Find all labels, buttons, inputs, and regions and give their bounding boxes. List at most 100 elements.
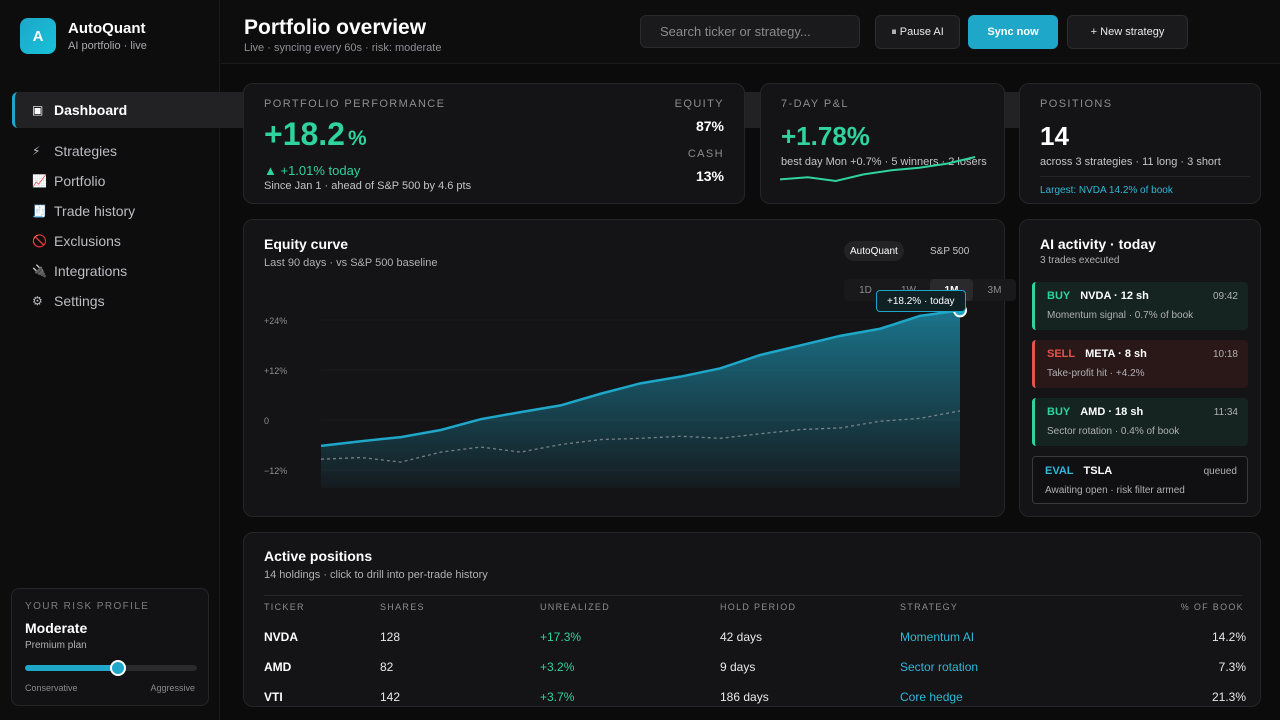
risk-slider-thumb[interactable] [109, 660, 126, 676]
portfolio-icon: 📈 [32, 174, 47, 188]
app-name: AutoQuant [68, 20, 146, 37]
performance-value: +18.2% [264, 116, 367, 153]
table-cell-ticker: NVDA [264, 630, 299, 644]
table-divider [264, 595, 1242, 596]
sidebar-item-exclusions[interactable]: 🚫 Exclusions [12, 226, 208, 256]
trade-detail: META · 8 sh [1085, 348, 1147, 360]
column-header[interactable]: HOLD PERIOD [720, 602, 797, 612]
integrations-icon: 🔌 [32, 264, 47, 278]
sidebar-item-label: Portfolio [54, 173, 106, 189]
trade-item[interactable]: EVAL TSLA queued Awaiting open · risk filte… [1032, 456, 1248, 504]
risk-level: Moderate [25, 620, 88, 636]
sidebar-item-settings[interactable]: ⚙ Settings [12, 286, 208, 316]
pnl-value: +1.78% [781, 121, 870, 151]
sidebar-item-portfolio[interactable]: 📈 Portfolio [12, 166, 208, 196]
new-strategy-button[interactable]: + New strategy [1067, 15, 1188, 49]
sync-now-button[interactable]: Sync now [968, 15, 1058, 49]
trade-action: SELL [1047, 348, 1076, 360]
table-cell-unrealized: +3.7% [540, 690, 575, 704]
column-header[interactable]: % OF BOOK [1180, 602, 1244, 612]
brand: A AutoQuant AI portfolio · live [20, 18, 147, 54]
equity-value: 87% [695, 118, 724, 134]
risk-profile-caption: YOUR RISK PROFILE [25, 601, 150, 612]
y-tick: −12% [264, 466, 288, 476]
sidebar-nav: ▣ Dashboard ⚡ Strategies 📈 Portfolio 🧾 Trade hi… [12, 92, 1030, 316]
active-positions-subtitle: 14 holdings · click to drill into per-tr… [264, 569, 488, 581]
risk-max-label: Aggressive [150, 683, 195, 693]
cash-value: 13% [695, 168, 724, 184]
column-header[interactable]: UNREALIZED [540, 602, 611, 612]
positions-caption: POSITIONS [1040, 98, 1113, 110]
table-row[interactable]: NVDA 128 +17.3% 42 days Momentum AI 14.2% [244, 628, 1262, 652]
trade-item[interactable]: BUY NVDA · 12 sh 09:42 Momentum signal · 0.… [1032, 282, 1248, 330]
legend-autoquant[interactable]: AutoQuant [844, 241, 904, 261]
portfolio-performance-card: PORTFOLIO PERFORMANCE +18.2% ▲ +1.01% to… [243, 83, 745, 204]
settings-icon: ⚙ [32, 294, 43, 308]
trade-action: BUY [1047, 406, 1071, 418]
y-tick: 0 [264, 416, 270, 426]
equity-curve-title: Equity curve [264, 236, 349, 252]
ai-activity-subtitle: 3 trades executed [1040, 255, 1120, 266]
performance-unit: % [347, 127, 367, 150]
performance-today: ▲ +1.01% today [264, 163, 361, 178]
equity-chart [320, 303, 967, 488]
table-row[interactable]: AMD 82 +3.2% 9 days Sector rotation 7.3% [244, 658, 1262, 682]
equity-curve-subtitle: Last 90 days · vs S&P 500 baseline [264, 257, 438, 269]
sidebar-item-label: Trade history [54, 203, 136, 219]
legend-sp500[interactable]: S&P 500 [930, 245, 970, 257]
table-cell-hold: 9 days [720, 660, 756, 674]
pnl-sparkline [780, 156, 976, 183]
trade-note: Sector rotation · 0.4% of book [1047, 426, 1180, 437]
strategies-icon: ⚡ [32, 144, 41, 158]
pnl-card: 7-DAY P&L +1.78% best day Mon +0.7% · 5 … [760, 83, 1005, 204]
sidebar-item-strategies[interactable]: ⚡ Strategies [12, 136, 208, 166]
table-cell-book: 21.3% [1211, 690, 1246, 704]
sidebar-item-label: Strategies [54, 143, 118, 159]
strategy-link[interactable]: Core hedge [900, 690, 963, 704]
chart-tooltip: +18.2% · today [876, 290, 966, 312]
positions-count: 14 [1040, 121, 1069, 151]
range-3m[interactable]: 3M [987, 284, 1002, 296]
trade-detail: AMD · 18 sh [1080, 406, 1144, 418]
positions-card: POSITIONS 14 across 3 strategies · 11 lo… [1019, 83, 1261, 204]
risk-slider-fill [25, 665, 118, 671]
top-header: Portfolio overview Live · syncing every … [221, 0, 1280, 64]
active-positions-card: Active positions 14 holdings · click to … [243, 532, 1261, 707]
equity-caption: EQUITY [674, 98, 724, 110]
sidebar-item-trade-history[interactable]: 🧾 Trade history [12, 196, 208, 226]
trade-action: EVAL [1045, 465, 1074, 477]
trade-item[interactable]: SELL META · 8 sh 10:18 Take-profit hit · +4… [1032, 340, 1248, 388]
risk-profile-card: YOUR RISK PROFILE Moderate Premium plan … [11, 588, 209, 706]
performance-number: +18.2 [264, 116, 345, 152]
largest-position-link[interactable]: Largest: NVDA 14.2% of book [1040, 185, 1173, 196]
performance-since: Since Jan 1 · ahead of S&P 500 by 4.6 pt… [264, 180, 472, 192]
y-tick: +12% [264, 366, 288, 376]
sidebar-item-integrations[interactable]: 🔌 Integrations [12, 256, 208, 286]
table-cell-unrealized: +3.2% [540, 660, 575, 674]
autoquant-area [321, 310, 960, 488]
trade-action: BUY [1047, 290, 1071, 302]
ai-activity-title: AI activity · today [1040, 236, 1156, 252]
column-header[interactable]: STRATEGY [900, 602, 959, 612]
cash-caption: CASH [687, 148, 724, 160]
dashboard-icon: ▣ [32, 103, 44, 117]
exclusions-icon: 🚫 [32, 234, 47, 248]
search-input[interactable] [640, 15, 860, 48]
range-1d[interactable]: 1D [859, 284, 872, 296]
column-header[interactable]: TICKER [264, 602, 305, 612]
table-row[interactable]: VTI 142 +3.7% 186 days Core hedge 21.3% [244, 688, 1262, 712]
trade-detail: NVDA · 12 sh [1080, 290, 1149, 302]
table-cell-ticker: VTI [264, 690, 283, 704]
trade-item[interactable]: BUY AMD · 18 sh 11:34 Sector rotation · 0.4… [1032, 398, 1248, 446]
trade-time: 09:42 [1212, 290, 1238, 302]
pause-ai-button[interactable]: ⏸ Pause AI [875, 15, 960, 49]
ai-activity-card: AI activity · today 3 trades executed BU… [1019, 219, 1261, 517]
risk-slider[interactable] [25, 660, 197, 676]
strategy-link[interactable]: Momentum AI [900, 630, 975, 644]
table-cell-shares: 142 [380, 690, 401, 704]
strategy-link[interactable]: Sector rotation [900, 660, 979, 674]
trade-detail: TSLA [1083, 465, 1113, 477]
sidebar-item-label: Dashboard [54, 102, 128, 118]
page-subtitle: Live · syncing every 60s · risk: moderat… [244, 42, 442, 54]
column-header[interactable]: SHARES [380, 602, 425, 612]
